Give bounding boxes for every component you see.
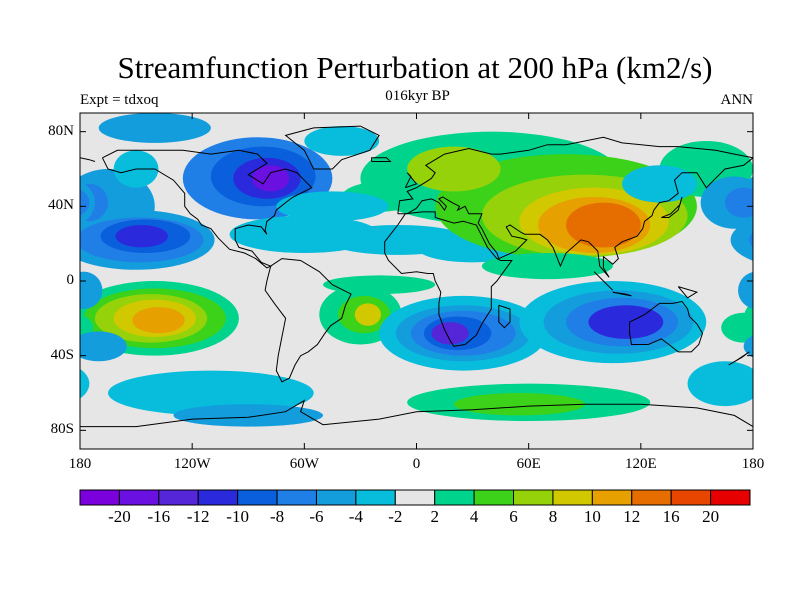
colorbar-swatch xyxy=(670,489,712,506)
coastline xyxy=(728,351,750,366)
lon-tick-label: 60E xyxy=(516,456,541,472)
colorbar-label: -20 xyxy=(108,507,131,526)
contour-region xyxy=(738,272,753,309)
colorbar-label: -2 xyxy=(388,507,403,526)
plot-title: Streamfunction Perturbation at 200 hPa (… xyxy=(117,50,713,85)
colorbar-label: -6 xyxy=(309,507,324,526)
axis-ticks xyxy=(79,113,754,449)
coastline xyxy=(677,286,699,299)
lon-tick-label: 180 xyxy=(741,456,765,472)
colorbar-label: 12 xyxy=(623,507,641,526)
coastline xyxy=(397,136,753,214)
colorbar-label: 20 xyxy=(702,507,720,526)
colorbar-label: 16 xyxy=(662,507,680,526)
contour-region xyxy=(80,368,90,399)
lat-tick-label: 40S xyxy=(50,346,74,363)
colorbar-label: -4 xyxy=(348,507,363,526)
colorbar-label: 4 xyxy=(469,507,479,526)
contour-region xyxy=(588,305,664,339)
coastline xyxy=(80,399,753,428)
colorbar-swatch xyxy=(710,489,751,506)
colorbar-swatch xyxy=(276,489,317,506)
coastline xyxy=(498,304,511,329)
contour-region xyxy=(721,312,753,343)
colorbar-swatch xyxy=(513,489,554,506)
colorbar-label: 10 xyxy=(583,507,601,526)
colorbar-swatch xyxy=(394,489,436,506)
contour-region xyxy=(407,146,501,192)
coastline xyxy=(264,258,352,383)
period-label: 016kyr BP xyxy=(385,88,450,104)
colorbar-swatch xyxy=(237,489,278,506)
coastline xyxy=(661,196,683,218)
colorbar-label: 8 xyxy=(548,507,558,526)
lon-tick-label: 120W xyxy=(173,456,211,472)
colorbar-label: -12 xyxy=(186,507,210,526)
coastline xyxy=(404,172,418,189)
coastline xyxy=(612,291,632,297)
lon-tick-label: 60W xyxy=(289,456,319,472)
colorbar-swatch xyxy=(315,489,357,506)
contour-region xyxy=(724,187,753,218)
coastline xyxy=(80,157,96,162)
colorbar-swatch xyxy=(197,489,239,506)
colorbar-swatch xyxy=(434,489,475,506)
contour-region xyxy=(354,303,381,326)
contour-region xyxy=(749,232,753,248)
contour-region xyxy=(730,219,753,261)
experiment-label: Expt = tdxoq xyxy=(80,92,159,108)
coastline xyxy=(284,125,380,170)
contour-region xyxy=(566,202,641,248)
colorbar-swatch xyxy=(591,489,633,506)
colorbar-label: -8 xyxy=(269,507,285,526)
contour-region xyxy=(108,370,314,416)
contour-region xyxy=(622,165,697,203)
lon-tick-label: 120E xyxy=(624,456,657,472)
colorbar-label: -16 xyxy=(147,507,171,526)
lat-tick-label: 80S xyxy=(50,421,74,438)
contour-region xyxy=(80,331,127,362)
lat-tick-label: 40N xyxy=(48,197,74,214)
contour-region xyxy=(687,361,753,407)
coastline xyxy=(101,149,313,269)
contour-region xyxy=(453,393,585,416)
contour-region xyxy=(251,165,290,192)
contour-region xyxy=(481,253,613,280)
lat-tick-label: 80N xyxy=(48,122,74,139)
contour-region xyxy=(276,191,389,222)
colorbar-swatch xyxy=(355,489,396,506)
contour-region xyxy=(132,307,185,334)
contour-region xyxy=(431,322,469,345)
colorbar-label: 6 xyxy=(509,507,518,526)
lon-tick-label: 180 xyxy=(68,456,92,472)
colorbar-swatch xyxy=(552,489,593,506)
season-label: ANN xyxy=(720,92,754,108)
colorbar-swatch xyxy=(79,489,120,506)
colorbar-label: -10 xyxy=(226,507,249,526)
coastline xyxy=(629,300,704,353)
colorbar-swatch xyxy=(473,489,515,506)
colorbar-swatch xyxy=(118,489,160,506)
contour-region xyxy=(304,126,380,156)
colorbar-swatch xyxy=(631,489,672,506)
coastline-layer xyxy=(80,125,753,428)
colorbar-label: 2 xyxy=(430,507,439,526)
contour-region xyxy=(98,113,211,143)
contour-region xyxy=(173,404,324,427)
contour-region xyxy=(80,189,90,216)
colorbar-swatch xyxy=(158,489,199,506)
contour-region xyxy=(743,335,753,358)
lon-tick-label: 0 xyxy=(412,456,421,472)
coastline xyxy=(593,271,614,291)
coastline xyxy=(397,157,753,278)
colorbar xyxy=(79,489,751,506)
coastline xyxy=(371,157,392,162)
lat-tick-label: 0 xyxy=(66,272,75,288)
contour-region xyxy=(115,225,168,248)
coastline xyxy=(384,211,513,347)
